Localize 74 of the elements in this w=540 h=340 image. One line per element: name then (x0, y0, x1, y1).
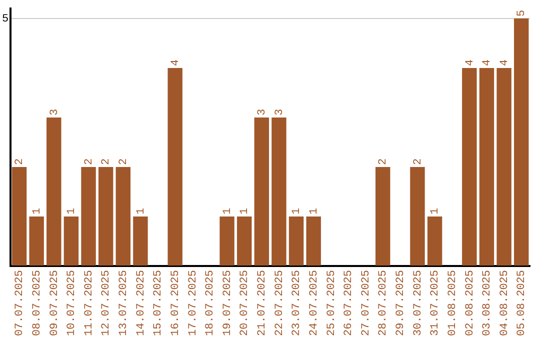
x-tick-label: 04.08.2025 (498, 270, 511, 336)
data-label: 1 (308, 207, 320, 214)
data-label: 5 (516, 10, 528, 16)
bar (29, 216, 44, 266)
data-label: 2 (100, 158, 113, 165)
x-tick-label: 10.07.2025 (66, 270, 78, 336)
x-tick-label: 08.07.2025 (31, 270, 44, 336)
data-label: 3 (274, 108, 286, 116)
data-label: 1 (31, 207, 44, 214)
data-label: 3 (256, 108, 269, 116)
bar (427, 216, 442, 266)
x-tick-label: 23.07.2025 (291, 270, 304, 336)
bar (98, 166, 114, 266)
bar (462, 68, 477, 266)
x-tick-label: 17.07.2025 (187, 270, 200, 336)
bar (272, 117, 286, 266)
x-tick-label: 15.07.2025 (152, 270, 165, 336)
bar (375, 166, 390, 266)
x-tick-label: 12.07.2025 (100, 270, 113, 336)
x-tick-label: 30.07.2025 (412, 270, 424, 336)
data-label: 1 (291, 207, 304, 214)
x-tick-label: 05.08.2025 (516, 270, 528, 336)
data-label: 1 (135, 207, 148, 214)
bar (12, 166, 27, 266)
data-label: 4 (464, 59, 476, 66)
bar (64, 216, 79, 266)
x-tick-label: 09.07.2025 (48, 270, 61, 336)
bar (133, 216, 148, 266)
data-label: 4 (482, 59, 494, 66)
bar (410, 166, 425, 266)
bar (46, 117, 62, 266)
data-label: 2 (118, 158, 130, 165)
x-tick-label: 02.08.2025 (464, 270, 476, 336)
bar (236, 216, 252, 266)
bar (81, 166, 96, 266)
x-tick-label: 20.07.2025 (239, 270, 252, 336)
x-tick-label: 24.07.2025 (308, 270, 320, 336)
x-tick-label: 28.07.2025 (378, 270, 390, 336)
x-tick-label: 31.07.2025 (430, 270, 442, 336)
bar (116, 166, 130, 266)
data-label: 4 (170, 59, 182, 66)
x-tick-label: 22.07.2025 (274, 270, 286, 336)
data-label: 2 (378, 158, 390, 165)
bar (514, 18, 529, 266)
x-tick-label: 18.07.2025 (204, 270, 217, 336)
data-label: 4 (498, 59, 511, 66)
x-tick-label: 29.07.2025 (395, 270, 408, 336)
x-tick-label: 21.07.2025 (256, 270, 269, 336)
bar (496, 68, 512, 266)
bar (288, 216, 304, 266)
x-tick-label: 26.07.2025 (343, 270, 356, 336)
data-label: 3 (48, 108, 61, 116)
data-label: 1 (222, 207, 234, 214)
bar (168, 68, 182, 266)
x-tick-label: 13.07.2025 (118, 270, 130, 336)
bar (220, 216, 234, 266)
x-tick-label: 25.07.2025 (326, 270, 338, 336)
data-label: 1 (66, 207, 78, 214)
x-tick-label: 03.08.2025 (482, 270, 494, 336)
x-tick-label: 11.07.2025 (83, 270, 96, 336)
x-tick-label: 01.08.2025 (446, 270, 459, 336)
x-tick-label: 07.07.2025 (14, 270, 26, 336)
x-tick-label: 14.07.2025 (135, 270, 148, 336)
data-label: 1 (239, 207, 252, 214)
bar (254, 117, 269, 266)
x-tick-label: 16.07.2025 (170, 270, 182, 336)
x-tick-label: 19.07.2025 (222, 270, 234, 336)
data-label: 2 (412, 158, 424, 165)
bar (479, 68, 494, 266)
data-label: 2 (83, 158, 96, 165)
bar (306, 216, 321, 266)
x-tick-label: 27.07.2025 (360, 270, 372, 336)
data-label: 1 (430, 207, 442, 214)
data-label: 2 (14, 158, 26, 165)
